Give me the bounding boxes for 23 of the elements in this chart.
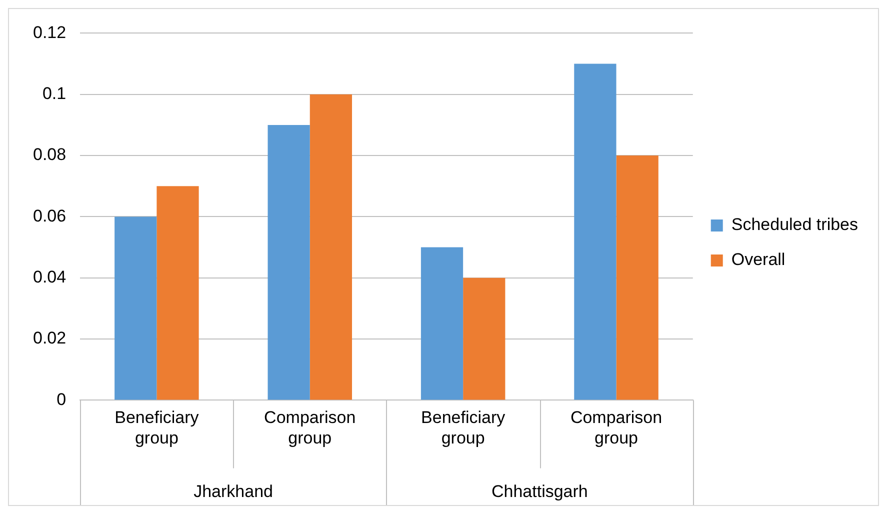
y-tick-label: 0.04 bbox=[32, 268, 66, 287]
bar bbox=[574, 64, 616, 400]
bar bbox=[114, 216, 157, 400]
x-tick-label: Beneficiary group bbox=[114, 408, 200, 448]
y-tick-label: 0 bbox=[56, 390, 66, 409]
legend-label: Scheduled tribes bbox=[731, 215, 858, 234]
x-tick-label: Beneficiary group bbox=[421, 408, 506, 448]
x-tick-label: Comparison group bbox=[264, 408, 356, 448]
legend-label: Overall bbox=[731, 250, 786, 270]
bar bbox=[420, 247, 464, 400]
y-tick-label: 0.06 bbox=[32, 206, 66, 226]
y-tick-label: 0.12 bbox=[32, 22, 66, 42]
bar bbox=[268, 124, 310, 400]
text: Chhattisgarh bbox=[491, 482, 588, 501]
text: Jharkhand bbox=[194, 482, 273, 501]
bar bbox=[463, 278, 506, 400]
bar bbox=[310, 94, 352, 400]
bar bbox=[616, 156, 658, 400]
y-tick-label: 0.08 bbox=[32, 145, 66, 164]
y-tick-label: 0.02 bbox=[32, 328, 66, 348]
bar bbox=[156, 186, 199, 400]
y-tick-label: 0.1 bbox=[42, 84, 66, 104]
x-tick-label: Comparison group bbox=[570, 408, 662, 448]
